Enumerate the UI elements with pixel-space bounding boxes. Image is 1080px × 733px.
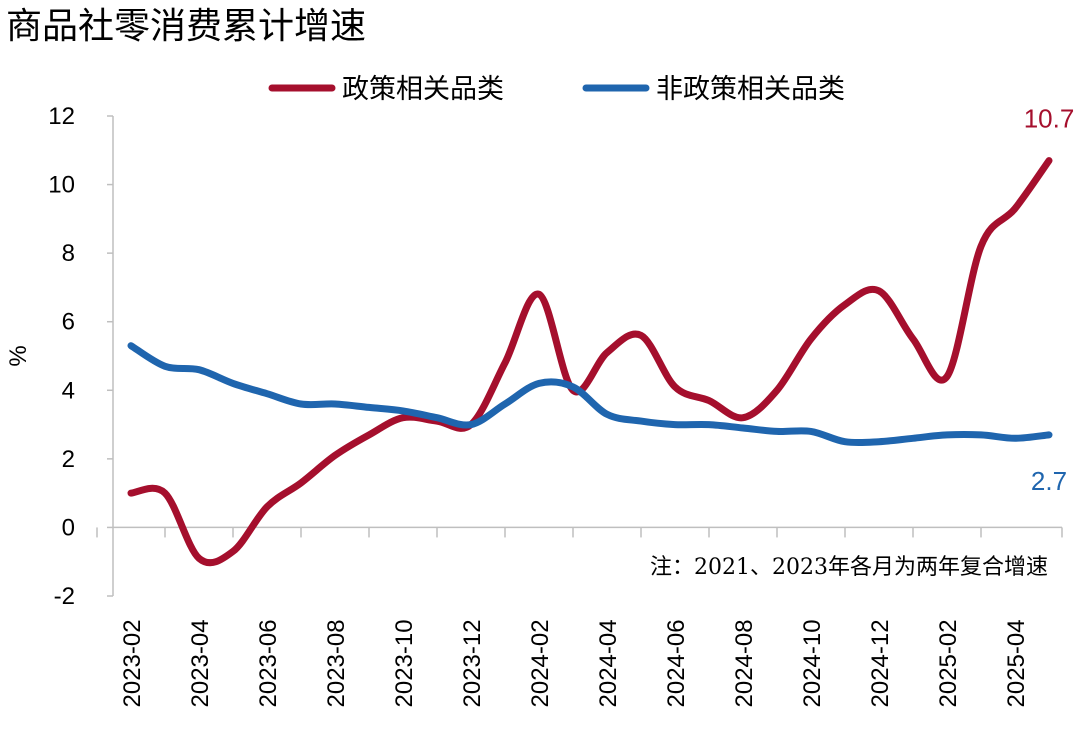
x-axis: 2023-02 2023-04 2023-06 2023-08 2023-10 2023-… — [96, 526, 1063, 708]
end-label-nonpolicy: 2.7 — [1031, 466, 1067, 496]
chart-title: 商品社零消费累计增速 — [6, 6, 366, 47]
y-tick-label: 6 — [62, 309, 75, 336]
x-tick-label: 2023-08 — [323, 619, 350, 707]
legend: 政策相关品类 非政策相关品类 — [268, 74, 845, 105]
chart-note: 注：2021、2023年各月为两年复合增速 — [650, 555, 1048, 580]
y-tick-label: 4 — [62, 377, 75, 404]
x-tick-label: 2023-04 — [187, 619, 214, 707]
legend-label-nonpolicy: 非政策相关品类 — [656, 74, 845, 105]
y-tick-label: 0 — [62, 514, 75, 541]
x-tick-label: 2024-06 — [663, 619, 690, 707]
series-line-nonpolicy — [127, 342, 1053, 447]
x-tick-label: 2024-10 — [799, 619, 826, 707]
end-label-policy: 10.7 — [1024, 104, 1075, 134]
x-tick-label: 2024-04 — [595, 619, 622, 707]
y-axis-label: % — [5, 345, 32, 366]
y-axis: -2 0 2 4 6 8 10 12 — [48, 103, 114, 610]
y-tick-label: -2 — [54, 583, 75, 610]
x-tick-label: 2023-10 — [391, 619, 418, 707]
y-tick-label: 12 — [48, 103, 75, 130]
x-tick-label: 2025-02 — [935, 619, 962, 707]
x-tick-label: 2024-08 — [731, 619, 758, 707]
x-tick-label: 2023-02 — [119, 619, 146, 707]
series-line-policy — [127, 157, 1053, 567]
x-tick-label: 2025-04 — [1003, 619, 1030, 707]
x-tick-label: 2024-02 — [527, 619, 554, 707]
x-tick-label: 2023-12 — [459, 619, 486, 707]
y-tick-label: 8 — [62, 240, 75, 267]
x-tick-label: 2023-06 — [255, 619, 282, 707]
y-tick-label: 10 — [48, 172, 75, 199]
x-tick-label: 2024-12 — [867, 619, 894, 707]
legend-label-policy: 政策相关品类 — [342, 74, 504, 105]
series-lines — [127, 157, 1053, 567]
y-tick-label: 2 — [62, 446, 75, 473]
